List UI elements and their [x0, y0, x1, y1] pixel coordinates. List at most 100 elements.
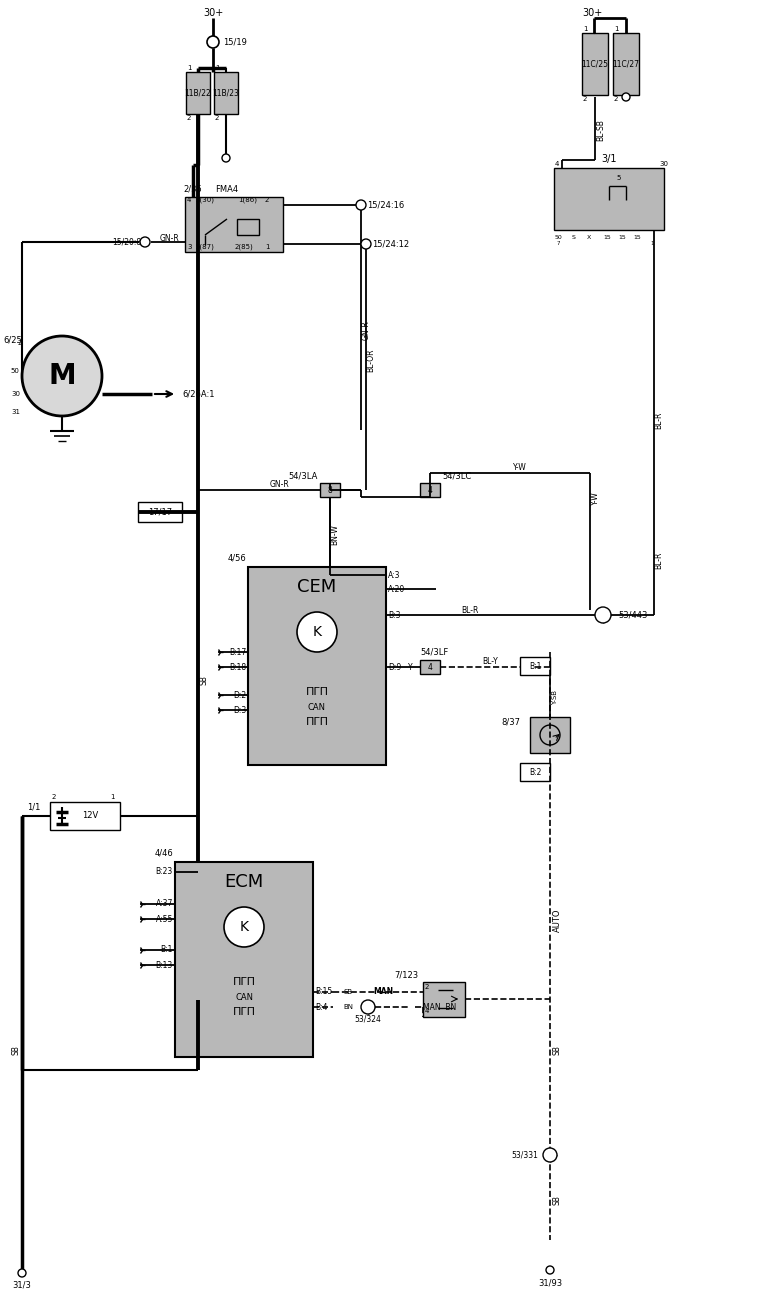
Text: 11C/27: 11C/27	[613, 60, 640, 69]
Bar	[248, 566, 386, 765]
Bar	[320, 483, 340, 498]
Circle shape	[222, 155, 230, 162]
Text: D:2: D:2	[233, 691, 246, 699]
Text: 2: 2	[215, 116, 220, 121]
Text: A:37: A:37	[156, 899, 173, 908]
Text: 2: 2	[18, 340, 22, 346]
Text: 4: 4	[425, 1008, 429, 1015]
Text: B:1: B:1	[529, 661, 541, 670]
Text: 30+: 30+	[203, 8, 223, 18]
Text: B:4: B:4	[315, 1003, 327, 1012]
Text: 4: 4	[428, 486, 432, 495]
Text: 1/1: 1/1	[27, 803, 40, 812]
Circle shape	[546, 1267, 554, 1274]
Bar	[530, 717, 570, 753]
Text: B:2: B:2	[529, 768, 541, 777]
Text: A:55: A:55	[156, 914, 173, 924]
Text: 2: 2	[187, 116, 191, 121]
Circle shape	[297, 612, 337, 652]
Text: CAN: CAN	[235, 992, 253, 1002]
Text: 4/56: 4/56	[227, 553, 246, 562]
Circle shape	[622, 94, 630, 101]
Text: B:1: B:1	[161, 946, 173, 955]
Text: A:3: A:3	[388, 570, 400, 579]
Text: GN-R: GN-R	[160, 234, 180, 243]
Text: GN-R: GN-R	[270, 479, 290, 488]
Circle shape	[207, 36, 219, 48]
Text: 15/19: 15/19	[223, 38, 247, 47]
Text: 2: 2	[614, 96, 618, 103]
Bar	[175, 863, 313, 1057]
Text: Y-SB: Y-SB	[552, 690, 558, 704]
Text: 30+: 30+	[582, 8, 602, 18]
Text: 53/324: 53/324	[355, 1015, 382, 1024]
Text: BL-R: BL-R	[654, 412, 664, 429]
Text: 15/24:16: 15/24:16	[367, 200, 404, 209]
Text: 5: 5	[617, 175, 621, 181]
Text: 15: 15	[603, 235, 611, 239]
Bar	[423, 982, 465, 1017]
Text: CEM: CEM	[297, 578, 336, 596]
Text: SB: SB	[200, 675, 208, 685]
Circle shape	[361, 1000, 375, 1015]
Text: 4: 4	[555, 161, 559, 168]
Text: SB: SB	[552, 1046, 561, 1055]
Text: BL-SB: BL-SB	[597, 120, 605, 140]
Text: B:18: B:18	[229, 662, 246, 672]
Text: 2(85): 2(85)	[235, 244, 253, 251]
Text: 2: 2	[265, 197, 270, 203]
Text: 15/24:12: 15/24:12	[372, 239, 409, 248]
Text: SB: SB	[343, 989, 352, 995]
Circle shape	[595, 607, 611, 624]
Text: CAN: CAN	[308, 703, 326, 712]
Text: Y-W: Y-W	[513, 462, 527, 472]
Bar	[613, 32, 639, 95]
Text: 6/26A:1: 6/26A:1	[182, 390, 214, 399]
Circle shape	[140, 236, 150, 247]
Text: 5(87): 5(87)	[195, 244, 214, 251]
Text: 15: 15	[633, 235, 641, 239]
Text: Y-W: Y-W	[591, 491, 600, 505]
Text: 3/1: 3/1	[601, 155, 617, 164]
Text: 31/93: 31/93	[538, 1278, 562, 1287]
Text: 2: 2	[583, 96, 588, 103]
Text: B:3: B:3	[388, 611, 400, 620]
Circle shape	[224, 907, 264, 947]
Bar	[520, 657, 550, 675]
Bar	[554, 168, 664, 230]
Text: 1: 1	[614, 26, 618, 32]
Text: Y: Y	[408, 662, 412, 672]
Text: K: K	[240, 920, 249, 934]
Text: 53/443: 53/443	[618, 611, 647, 620]
Text: GN-R: GN-R	[362, 320, 370, 340]
Text: B:15: B:15	[315, 987, 333, 996]
Text: ΠΓΠ: ΠΓΠ	[233, 1007, 256, 1017]
Text: 31/3: 31/3	[12, 1281, 31, 1290]
Text: 1: 1	[110, 794, 114, 800]
Text: MAN  BN: MAN BN	[423, 1003, 456, 1012]
Text: SB: SB	[12, 1046, 21, 1055]
Text: 50: 50	[10, 368, 19, 374]
Text: 17/17: 17/17	[148, 508, 172, 517]
Text: BN-W: BN-W	[330, 525, 339, 546]
Text: 8/37: 8/37	[501, 717, 520, 726]
Text: BL-Y: BL-Y	[482, 656, 498, 665]
Text: 8: 8	[328, 486, 333, 495]
Bar	[186, 71, 210, 114]
Text: 30: 30	[659, 161, 668, 168]
Bar	[138, 501, 182, 522]
Text: FMA4: FMA4	[215, 184, 238, 194]
Bar	[520, 763, 550, 781]
Text: 1: 1	[187, 65, 191, 71]
Text: BN: BN	[343, 1004, 353, 1011]
Text: 4: 4	[187, 197, 191, 203]
Text: A:20: A:20	[388, 585, 406, 594]
Text: D:3: D:3	[233, 705, 246, 714]
Text: 6/25: 6/25	[3, 335, 22, 344]
Text: X: X	[587, 235, 591, 239]
Text: SB: SB	[552, 1195, 561, 1205]
Text: 11B/22: 11B/22	[184, 88, 211, 97]
Text: MAN: MAN	[373, 987, 393, 996]
Text: 11B/23: 11B/23	[213, 88, 240, 97]
Text: BL-R: BL-R	[654, 551, 664, 569]
